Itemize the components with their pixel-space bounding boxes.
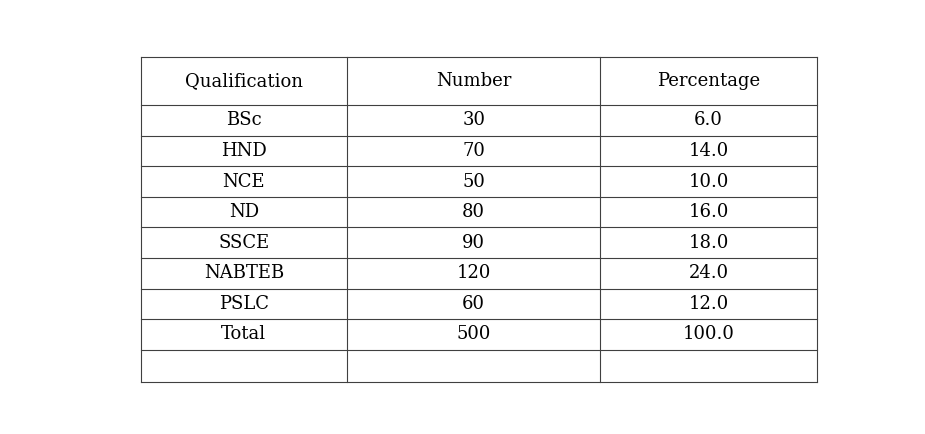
Text: 12.0: 12.0: [688, 295, 729, 313]
Text: 100.0: 100.0: [683, 326, 734, 343]
Text: SSCE: SSCE: [218, 234, 269, 252]
Text: NCE: NCE: [223, 173, 265, 191]
Text: 70: 70: [462, 142, 485, 160]
Text: 50: 50: [462, 173, 485, 191]
Text: 500: 500: [456, 326, 491, 343]
Text: NABTEB: NABTEB: [204, 264, 284, 283]
Text: Number: Number: [436, 72, 512, 90]
Text: 6.0: 6.0: [694, 112, 723, 129]
Text: PSLC: PSLC: [219, 295, 269, 313]
Text: BSc: BSc: [226, 112, 262, 129]
Text: ND: ND: [228, 203, 259, 221]
Text: Total: Total: [221, 326, 266, 343]
Text: 90: 90: [462, 234, 485, 252]
Text: 18.0: 18.0: [688, 234, 729, 252]
Text: 24.0: 24.0: [688, 264, 729, 283]
Text: 80: 80: [462, 203, 485, 221]
Text: Qualification: Qualification: [185, 72, 302, 90]
Text: 30: 30: [462, 112, 485, 129]
Text: HND: HND: [221, 142, 266, 160]
Text: Percentage: Percentage: [657, 72, 760, 90]
Text: 60: 60: [462, 295, 485, 313]
Text: 10.0: 10.0: [688, 173, 729, 191]
Text: 14.0: 14.0: [688, 142, 729, 160]
Text: 16.0: 16.0: [688, 203, 729, 221]
Text: 120: 120: [456, 264, 491, 283]
